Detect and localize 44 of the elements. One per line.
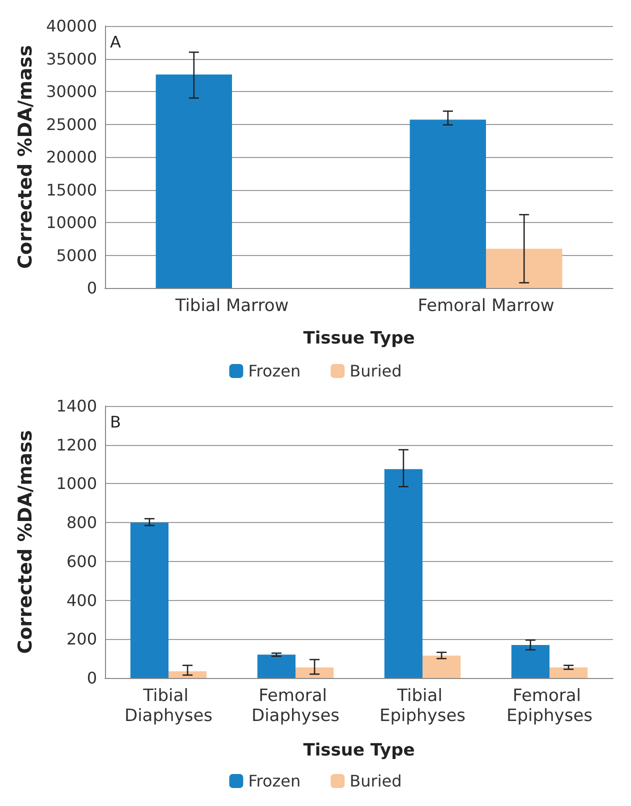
x-axis-title: Tissue Type [303,740,415,760]
y-tick-label: 800 [66,513,97,532]
y-tick-label: 0 [86,278,97,298]
bar [257,654,296,678]
bar [550,667,588,678]
annotation: A [110,32,121,52]
y-axis-title: Corrected %DA/mass [14,430,36,654]
y-tick-label: 0 [86,668,97,688]
y-tick-label: 1400 [56,396,97,416]
legend-label: Buried [350,772,402,790]
y-axis-title: Corrected %DA/mass [14,45,36,269]
y-tick-label: 15000 [46,180,97,200]
y-tick-label: 25000 [46,114,97,134]
x-tick-label: Femoral Epiphyses [506,686,593,726]
y-tick-label: 1200 [56,435,97,454]
legend-label: Buried [350,362,402,380]
y-tick-label: 600 [66,552,97,571]
y-tick-label: 20000 [46,148,97,166]
legend-label: Frozen [248,362,301,380]
y-tick-label: 1000 [56,474,97,494]
y-tick-label: 40000 [46,16,97,36]
bar [130,522,168,678]
bar [486,248,562,288]
x-tick-label: Tibial Epiphyses [379,686,466,726]
bar [168,671,207,678]
x-tick-label: Femoral Diaphyses [251,686,340,726]
annotation: B [110,412,121,432]
bar [156,74,232,288]
y-tick-label: 10000 [46,213,97,232]
y-tick-label: 400 [66,590,97,610]
x-tick-label: Femoral Marrow [418,296,554,316]
legend-label: Frozen [248,772,301,790]
x-tick-label: Tibial Marrow [174,296,289,316]
y-tick-label: 5000 [56,246,97,265]
bar [422,656,461,678]
bar [296,667,334,678]
bar [384,469,422,678]
y-tick-label: 35000 [46,49,97,68]
x-axis-title: Tissue Type [303,328,415,348]
y-tick-label: 30000 [46,82,97,101]
y-tick-label: 200 [66,630,97,649]
bar [410,120,486,288]
bar [511,644,550,678]
x-tick-label: Tibial Diaphyses [124,686,213,726]
